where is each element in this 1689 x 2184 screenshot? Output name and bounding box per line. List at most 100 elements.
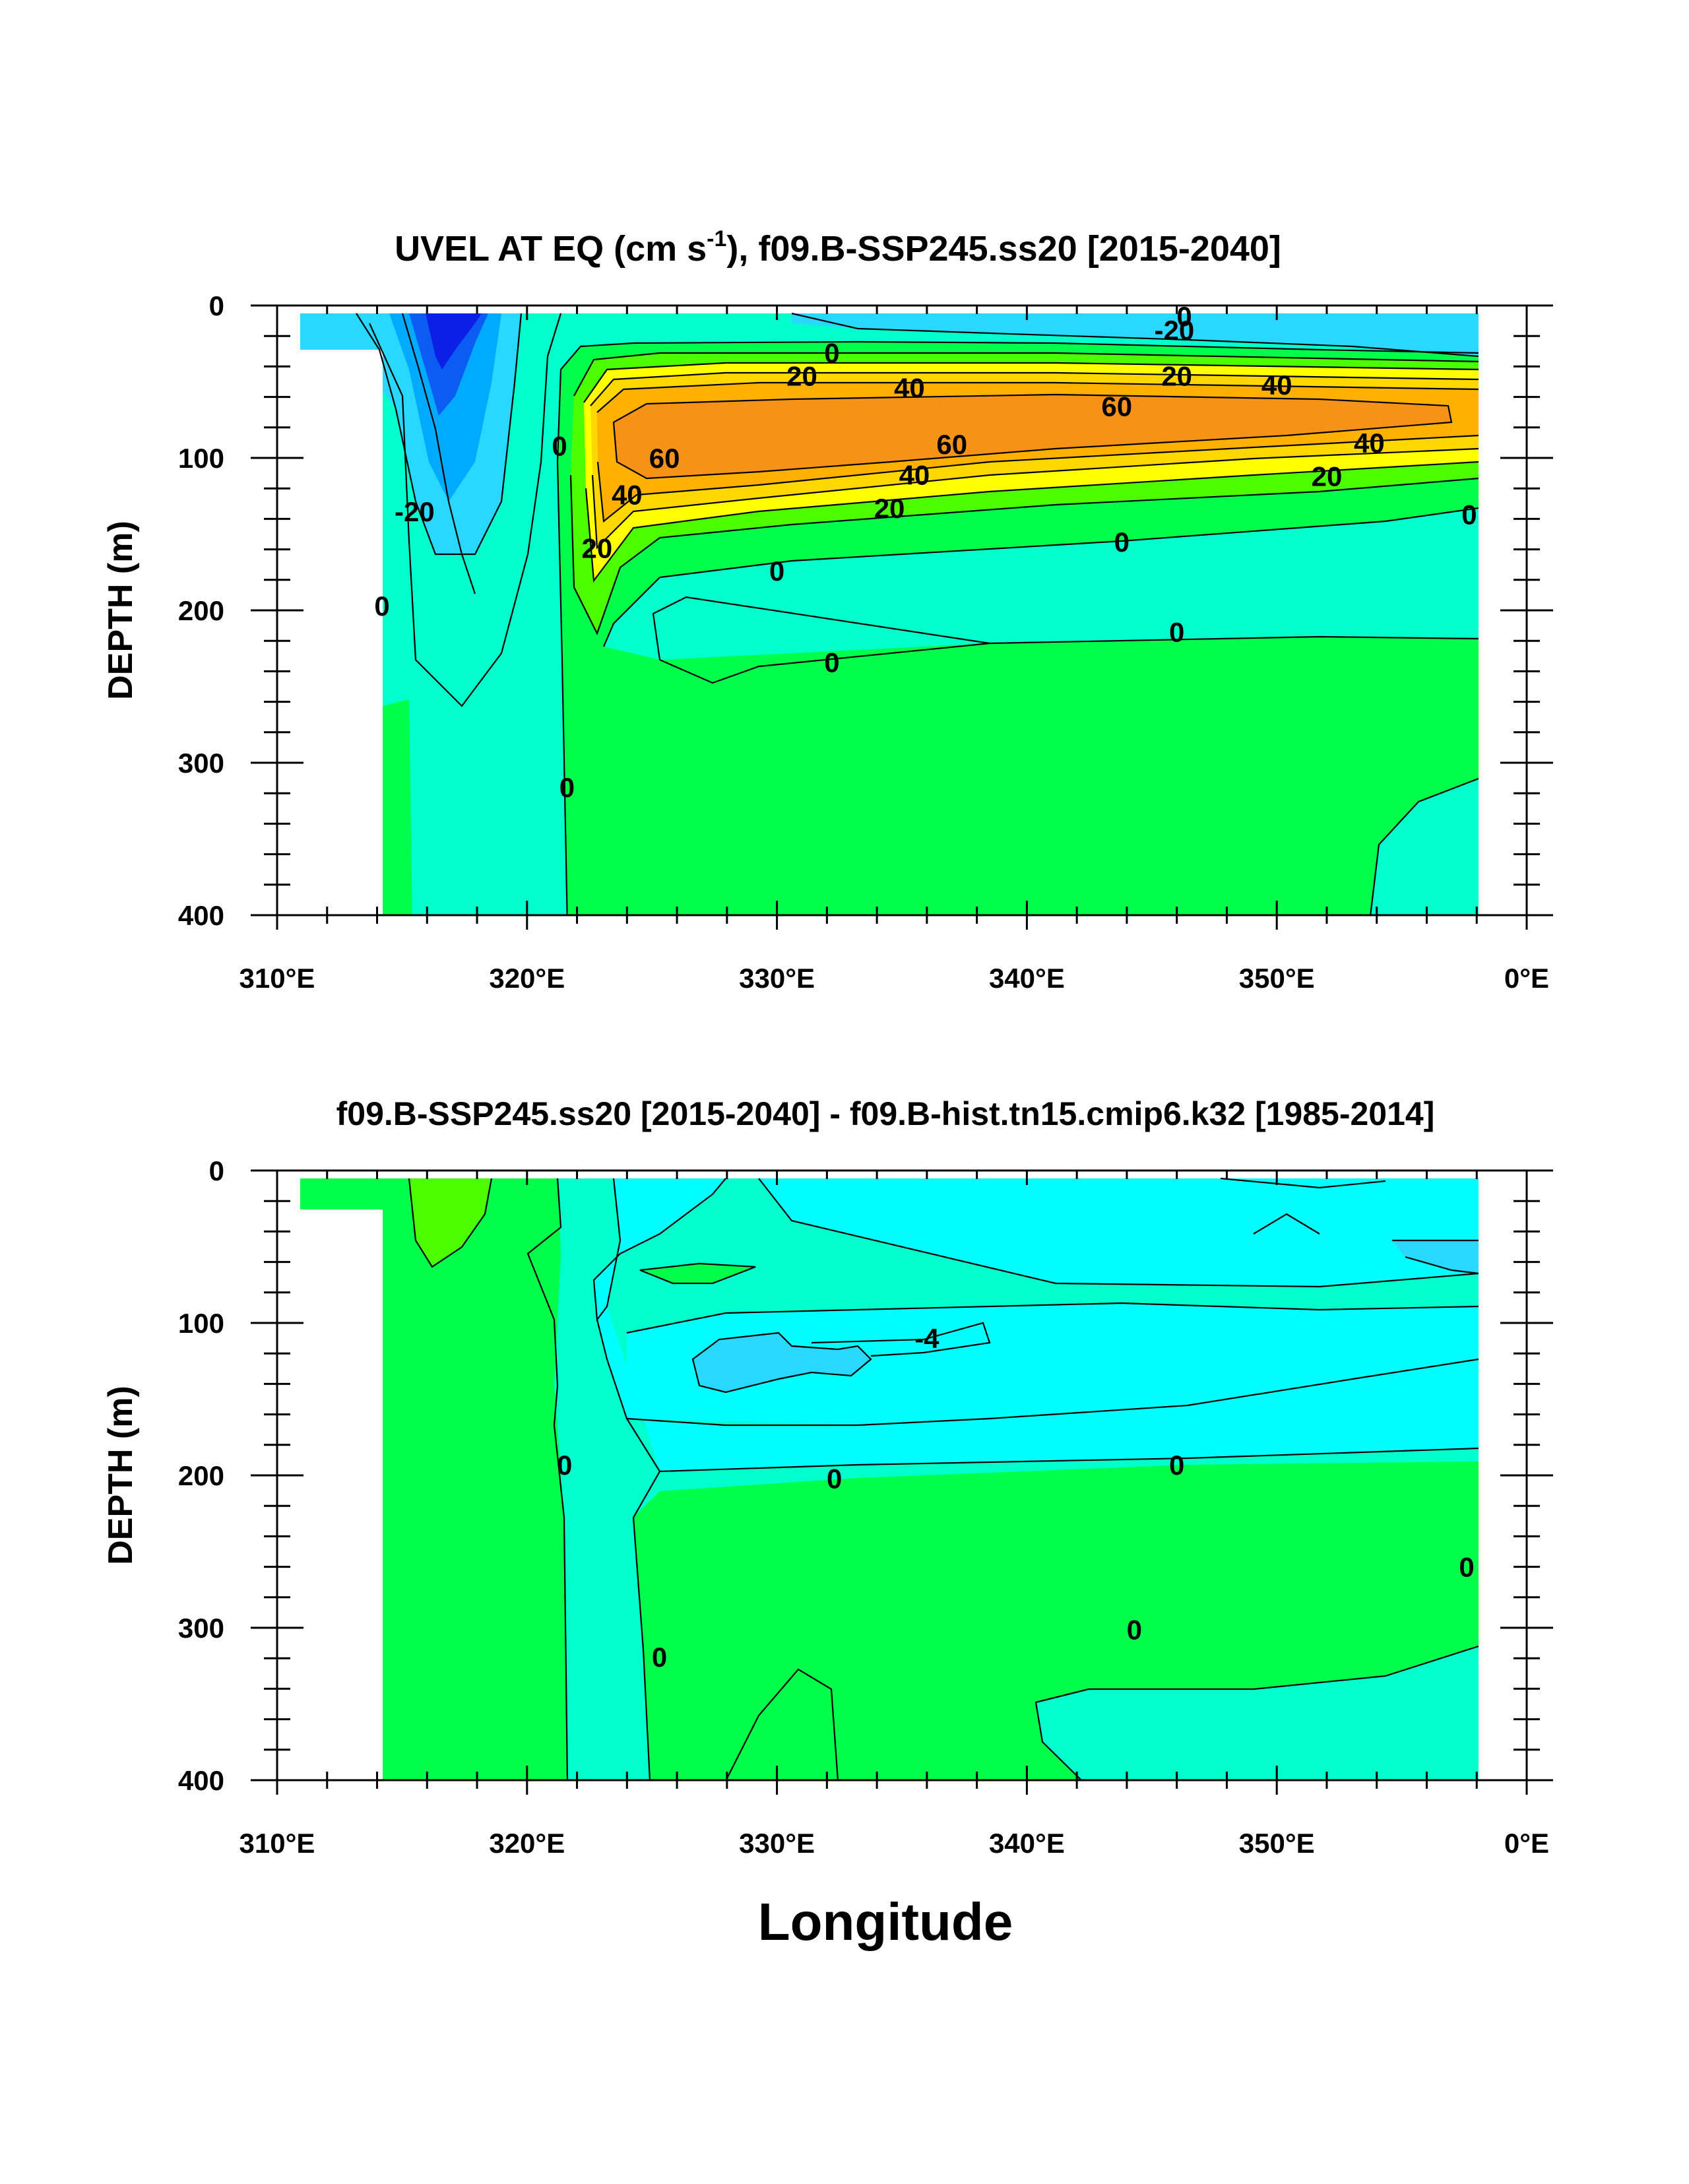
x-tick-label: 350°E (1239, 1828, 1315, 1859)
bottom-panel-contour-labels: -4 0 0 0 0 0 0 (557, 1323, 1475, 1673)
bottom-field-cyan (594, 1178, 1479, 1471)
top-contour-line (652, 596, 1479, 684)
bottom-contour-line (626, 1302, 1479, 1334)
bottom-field-blue-patch (693, 1333, 871, 1392)
contour-label: 0 (552, 431, 567, 462)
top-field-orange-core (614, 395, 1451, 478)
x-tick-label: 330°E (739, 963, 815, 994)
top-contour-line (569, 474, 1479, 635)
contour-label: 0 (1127, 1614, 1142, 1645)
bottom-land-mask (277, 1178, 383, 1781)
top-contour-line (583, 362, 1479, 403)
top-contour-line (356, 313, 523, 556)
top-contour-line (556, 340, 1479, 915)
bottom-panel-y-axis-title: DEPTH (m) (102, 1386, 140, 1565)
y-tick-label: 200 (178, 595, 224, 626)
top-contour-line (612, 393, 1453, 480)
contour-label: 0 (1459, 1552, 1474, 1583)
top-contour-line (596, 434, 1479, 523)
contour-label: 40 (894, 373, 925, 404)
contour-label: 0 (824, 338, 839, 369)
top-panel-plot-area (277, 312, 1479, 915)
contour-label: 0 (1461, 499, 1477, 530)
y-tick-label: 0 (209, 1155, 224, 1186)
top-contour-line (585, 461, 1479, 583)
bottom-contour-line (632, 1471, 660, 1782)
bottom-contour-lines (408, 1177, 1479, 1782)
contour-label: 20 (786, 360, 817, 391)
bottom-contour-line (639, 1262, 756, 1285)
contour-label: 0 (1169, 1450, 1184, 1481)
contour-label: 20 (1312, 461, 1343, 492)
bottom-contour-line (691, 1332, 872, 1394)
top-panel: UVEL AT EQ (cm s-1), f09.B-SSP245.ss20 [… (102, 226, 1553, 994)
contour-label: 60 (936, 429, 967, 460)
contour-label: 20 (874, 493, 905, 524)
bottom-contour-line (1035, 1645, 1479, 1782)
top-contour-line (590, 371, 1479, 406)
top-field-blue-core (426, 313, 482, 369)
y-tick-label: 300 (178, 748, 224, 779)
contour-label: 20 (1161, 360, 1192, 391)
top-contour-lines (356, 312, 1479, 915)
top-contour-line (602, 507, 1479, 647)
y-tick-label: 400 (178, 900, 224, 931)
bottom-panel-x-axis-title: Longitude (758, 1892, 1013, 1951)
top-contour-line (401, 313, 476, 594)
y-tick-label: 400 (178, 1765, 224, 1796)
x-tick-label: 350°E (1239, 963, 1315, 994)
contour-label: 0 (1169, 616, 1184, 647)
contour-label: 0 (557, 1450, 572, 1481)
bottom-panel-plot-area (277, 1177, 1479, 1782)
bottom-contour-line (1253, 1213, 1320, 1235)
bottom-contour-line (1392, 1239, 1479, 1275)
top-contour-line (791, 312, 1479, 358)
contour-label: 0 (824, 647, 839, 678)
bottom-field-green-lens (640, 1264, 755, 1283)
x-tick-label: 330°E (739, 1828, 815, 1859)
x-tick-label: 0°E (1504, 963, 1549, 994)
bottom-contour-line (408, 1178, 493, 1268)
y-tick-label: 300 (178, 1613, 224, 1644)
contour-label: 0 (1176, 301, 1192, 332)
y-tick-label: 100 (178, 443, 224, 474)
contour-label: 0 (374, 591, 389, 622)
x-tick-label: 310°E (239, 963, 315, 994)
top-contour-line (596, 381, 1479, 413)
top-panel-ticks: 310°E 320°E 330°E 340°E 350°E 0°E010020030040… (178, 290, 1553, 994)
y-tick-label: 0 (209, 290, 224, 321)
bottom-panel-ticks: 310°E 320°E 330°E 340°E 350°E 0°E 0 100 200 300 40… (178, 1155, 1553, 1859)
contour-label: 60 (1101, 391, 1132, 422)
bottom-panel: f09.B-SSP245.ss20 [2015-2040] - f09.B-hi… (102, 1095, 1553, 1951)
top-land-mask (277, 313, 383, 915)
x-tick-label: 320°E (489, 1828, 565, 1859)
bottom-contour-line (526, 1178, 569, 1782)
top-panel-title: UVEL AT EQ (cm s-1), f09.B-SSP245.ss20 [… (395, 226, 1281, 269)
bottom-field-green-patch (726, 1669, 838, 1781)
top-field-blue-dark (409, 313, 488, 416)
top-contour-line (368, 313, 562, 707)
contour-label: -20 (1155, 315, 1195, 346)
contour-label: 40 (612, 479, 643, 510)
x-tick-label: 340°E (989, 963, 1065, 994)
bottom-field-blue-patch-east (1392, 1240, 1479, 1273)
contour-label: -4 (914, 1323, 940, 1354)
contour-label: 0 (559, 772, 575, 803)
contour-label: 0 (1114, 527, 1130, 558)
x-tick-label: 0°E (1504, 1828, 1549, 1859)
contour-label: 40 (1354, 428, 1385, 459)
bottom-field-cyan-mid (627, 1303, 1479, 1425)
bottom-contour-line (811, 1322, 991, 1357)
contour-label: 60 (649, 443, 680, 474)
y-tick-label: 200 (178, 1460, 224, 1491)
bottom-panel-title: f09.B-SSP245.ss20 [2015-2040] - f09.B-hi… (336, 1095, 1435, 1132)
contour-label: 0 (827, 1463, 842, 1494)
contour-label: -20 (395, 496, 435, 527)
y-tick-label: 100 (178, 1308, 224, 1339)
contour-label: 0 (652, 1642, 667, 1673)
contour-label: 40 (1261, 369, 1292, 401)
x-tick-label: 320°E (489, 963, 565, 994)
bottom-field-lightgreen-patch (409, 1178, 492, 1267)
